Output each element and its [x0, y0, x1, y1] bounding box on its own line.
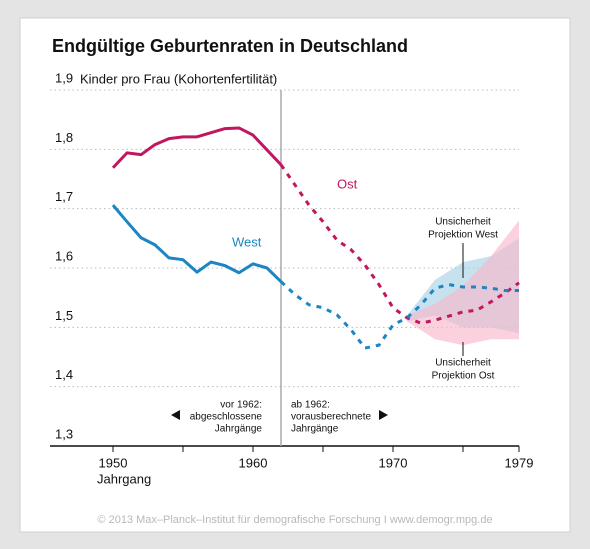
divider-note: ab 1962:: [291, 400, 330, 411]
band-note: Unsicherheit: [435, 358, 491, 369]
x-tick-label: 1960: [239, 455, 268, 470]
y-tick-label: 1,4: [55, 367, 73, 382]
y-tick-label: 1,5: [55, 308, 73, 323]
y-axis-label: Kinder pro Frau (Kohortenfertilität): [80, 71, 277, 86]
divider-note: abgeschlossene: [190, 412, 263, 423]
uncertainty-band: [407, 220, 519, 346]
divider-note: Jahrgänge: [291, 424, 339, 435]
x-tick-label: 1950: [99, 455, 128, 470]
band-note: Projektion Ost: [432, 371, 495, 382]
x-tick-label: 1970: [379, 455, 408, 470]
y-tick-label: 1,9: [55, 70, 73, 85]
band-note: Projektion West: [428, 230, 498, 241]
projection-line: [279, 163, 520, 325]
divider-note: Jahrgänge: [215, 424, 263, 435]
source: © 2013 Max–Planck–Institut für demografi…: [97, 514, 492, 526]
arrow-left: [171, 410, 180, 420]
y-tick-label: 1,8: [55, 130, 73, 145]
projection-line: [279, 280, 519, 350]
arrow-right: [379, 410, 388, 420]
series-line: [111, 204, 283, 283]
chart-title: Endgültige Geburtenraten in Deutschland: [52, 36, 408, 56]
x-axis-label: Jahrgang: [97, 471, 151, 486]
y-tick-label: 1,3: [55, 426, 73, 441]
band-note: Unsicherheit: [435, 217, 491, 228]
series-label: West: [232, 234, 262, 249]
y-tick-label: 1,6: [55, 248, 73, 263]
divider-note: vor 1962:: [220, 400, 262, 411]
series-label: Ost: [337, 176, 358, 191]
x-tick-label: 1979: [505, 455, 534, 470]
y-tick-label: 1,7: [55, 189, 73, 204]
series-line: [111, 126, 283, 169]
divider-note: vorausberechnete: [291, 412, 371, 423]
